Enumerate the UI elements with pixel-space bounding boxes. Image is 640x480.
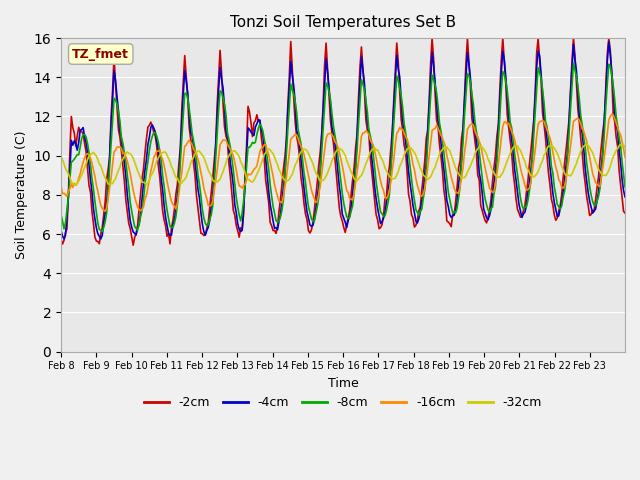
-32cm bbox=[78, 172, 86, 178]
-8cm bbox=[99, 228, 106, 234]
-8cm bbox=[545, 135, 552, 141]
-4cm bbox=[461, 98, 468, 104]
-2cm bbox=[94, 239, 102, 244]
-2cm bbox=[57, 237, 65, 242]
-8cm bbox=[76, 144, 84, 150]
-16cm bbox=[620, 145, 627, 151]
-8cm bbox=[620, 171, 627, 177]
-4cm bbox=[621, 194, 629, 200]
-32cm bbox=[57, 154, 65, 159]
-16cm bbox=[57, 183, 65, 189]
-16cm bbox=[101, 208, 109, 214]
-16cm bbox=[545, 131, 552, 137]
X-axis label: Time: Time bbox=[328, 377, 358, 390]
-32cm bbox=[618, 142, 626, 147]
-2cm bbox=[428, 35, 436, 41]
-2cm bbox=[129, 242, 137, 248]
-32cm bbox=[620, 142, 627, 148]
-8cm bbox=[94, 220, 102, 226]
Title: Tonzi Soil Temperatures Set B: Tonzi Soil Temperatures Set B bbox=[230, 15, 456, 30]
-4cm bbox=[545, 147, 552, 153]
-16cm bbox=[608, 111, 616, 117]
-32cm bbox=[621, 144, 629, 150]
Text: TZ_fmet: TZ_fmet bbox=[72, 48, 129, 60]
Legend: -2cm, -4cm, -8cm, -16cm, -32cm: -2cm, -4cm, -8cm, -16cm, -32cm bbox=[139, 391, 547, 414]
-16cm bbox=[461, 149, 468, 155]
-8cm bbox=[570, 60, 577, 66]
Line: -2cm: -2cm bbox=[61, 38, 625, 245]
Line: -8cm: -8cm bbox=[61, 63, 625, 231]
-8cm bbox=[621, 184, 629, 190]
-32cm bbox=[95, 161, 103, 167]
-8cm bbox=[461, 113, 468, 119]
-32cm bbox=[349, 172, 356, 178]
Line: -16cm: -16cm bbox=[61, 114, 625, 211]
-4cm bbox=[76, 127, 84, 133]
-4cm bbox=[349, 192, 356, 198]
-32cm bbox=[72, 182, 79, 188]
-2cm bbox=[621, 210, 629, 216]
-2cm bbox=[462, 60, 470, 65]
-16cm bbox=[76, 171, 84, 177]
-4cm bbox=[97, 236, 104, 242]
-2cm bbox=[76, 128, 84, 134]
Line: -32cm: -32cm bbox=[61, 144, 625, 185]
-2cm bbox=[620, 208, 627, 214]
-2cm bbox=[546, 181, 554, 187]
-4cm bbox=[57, 228, 65, 234]
-8cm bbox=[57, 212, 65, 217]
-32cm bbox=[545, 143, 552, 149]
-16cm bbox=[621, 154, 629, 160]
-4cm bbox=[605, 39, 612, 45]
Y-axis label: Soil Temperature (C): Soil Temperature (C) bbox=[15, 131, 28, 259]
-16cm bbox=[349, 197, 356, 203]
-32cm bbox=[461, 175, 468, 180]
-8cm bbox=[349, 203, 356, 209]
-16cm bbox=[94, 189, 102, 194]
-4cm bbox=[620, 187, 627, 193]
Line: -4cm: -4cm bbox=[61, 42, 625, 239]
-4cm bbox=[94, 231, 102, 237]
-2cm bbox=[349, 177, 356, 183]
